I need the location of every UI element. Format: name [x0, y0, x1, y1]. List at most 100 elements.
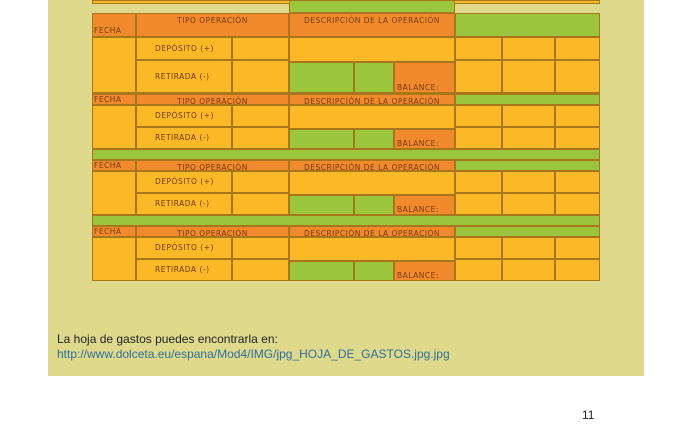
- block-4-retirada-amount: [232, 259, 289, 281]
- block-2-col-b-top: [502, 105, 555, 127]
- block-1-deposito-amount: [232, 37, 289, 60]
- block-3-deposito-cell: [136, 171, 232, 193]
- page-number: 11: [582, 408, 595, 422]
- block-3-date-cell: [92, 171, 136, 215]
- source-link[interactable]: http://www.dolceta.eu/espana/Mod4/IMG/jp…: [57, 347, 450, 361]
- block-4-descripcion-header: [289, 226, 455, 237]
- block-4-fecha-header: [92, 226, 136, 237]
- block-3-col-b-top: [502, 171, 555, 193]
- block-3-separator: [92, 215, 600, 226]
- block-3-green-b: [354, 195, 394, 215]
- block-3-retirada-label: RETIRADA (-): [155, 199, 210, 208]
- block-2-col-a-top: [455, 105, 502, 127]
- block-1-balance-cell: [394, 62, 455, 93]
- block-4-retirada-label: RETIRADA (-): [155, 265, 210, 274]
- block-2-fecha-header: [92, 94, 136, 105]
- block-3-descripcion-header: [289, 160, 455, 171]
- block-2-col-b-bottom: [502, 127, 555, 149]
- block-3-retirada-amount: [232, 193, 289, 215]
- block-1-col-a-bottom: [455, 60, 502, 93]
- block-4-green-a: [289, 261, 354, 281]
- block-4-fecha-label: FECHA: [94, 227, 122, 236]
- block-1-col-b-top: [502, 37, 555, 60]
- block-1-tipo-label: TIPO OPERACIÓN: [177, 16, 248, 25]
- block-2-descripcion-header: [289, 94, 455, 105]
- block-4-descripcion-label: DESCRIPCIÓN DE LA OPERACIÓN: [303, 229, 441, 238]
- block-1-col-c-top: [555, 37, 600, 60]
- block-3-fecha-label: FECHA: [94, 161, 122, 170]
- block-1-col-a-top: [455, 37, 502, 60]
- block-3-deposito-amount: [232, 171, 289, 193]
- block-4-deposito-label: DEPÓSITO (+): [155, 243, 214, 252]
- block-1-tipo-header: [136, 13, 289, 37]
- block-4-col-a-top: [455, 237, 502, 259]
- block-4-col-a-bottom: [455, 259, 502, 281]
- block-2-balance-cell: [394, 129, 455, 149]
- sheet-top-green: [289, 0, 455, 13]
- block-2-col-a-bottom: [455, 127, 502, 149]
- block-4-balance-cell: [394, 261, 455, 281]
- block-1-fecha-label: FECHA: [94, 26, 122, 35]
- block-4-balance-label: BALANCE:: [397, 271, 439, 280]
- block-2-date-cell: [92, 105, 136, 149]
- block-2-tipo-header: [136, 94, 289, 105]
- block-4-descripcion-cell: [289, 237, 455, 261]
- block-2-green-b: [354, 129, 394, 149]
- block-4-green-header: [455, 226, 600, 237]
- block-1-green-header: [455, 13, 600, 37]
- block-4-deposito-amount: [232, 237, 289, 259]
- block-2-deposito-amount: [232, 105, 289, 127]
- block-3-descripcion-label: DESCRIPCIÓN DE LA OPERACIÓN: [303, 163, 441, 172]
- block-3-green-a: [289, 195, 354, 215]
- block-3-tipo-label: TIPO OPERACIÓN: [177, 163, 248, 172]
- block-2-deposito-cell: [136, 105, 232, 127]
- block-2-descripcion-label: DESCRIPCIÓN DE LA OPERACIÓN: [303, 97, 441, 106]
- block-1-green-b: [354, 62, 394, 93]
- block-3-fecha-header: [92, 160, 136, 171]
- block-1-retirada-cell: [136, 60, 232, 93]
- block-1-descripcion-cell: [289, 37, 455, 62]
- block-4-date-cell: [92, 237, 136, 281]
- block-3-tipo-header: [136, 160, 289, 171]
- block-1-col-b-bottom: [502, 60, 555, 93]
- block-4-col-b-top: [502, 237, 555, 259]
- block-3-descripcion-cell: [289, 171, 455, 195]
- block-4-retirada-cell: [136, 259, 232, 281]
- block-3-retirada-cell: [136, 193, 232, 215]
- block-4-col-c-top: [555, 237, 600, 259]
- block-2-green-a: [289, 129, 354, 149]
- block-3-col-a-bottom: [455, 193, 502, 215]
- block-1-descripcion-header: [289, 13, 455, 37]
- block-3-green-header: [455, 160, 600, 171]
- block-2-tipo-label: TIPO OPERACIÓN: [177, 97, 248, 106]
- block-4-col-c-bottom: [555, 259, 600, 281]
- caption-text: La hoja de gastos puedes encontrarla en:: [57, 332, 278, 346]
- block-1-retirada-label: RETIRADA (-): [155, 71, 210, 81]
- block-3-col-c-bottom: [555, 193, 600, 215]
- block-2-balance-label: BALANCE:: [397, 139, 439, 148]
- block-1-retirada-amount: [232, 60, 289, 93]
- block-2-green-header: [455, 94, 600, 105]
- block-3-balance-label: BALANCE:: [397, 205, 439, 214]
- block-2-descripcion-cell: [289, 105, 455, 129]
- block-1-descripcion-label: DESCRIPCIÓN DE LA OPERACIÓN: [303, 16, 441, 25]
- block-4-deposito-cell: [136, 237, 232, 259]
- block-4-col-b-bottom: [502, 259, 555, 281]
- block-1-date-cell: [92, 37, 136, 93]
- block-2-col-c-bottom: [555, 127, 600, 149]
- block-2-retirada-amount: [232, 127, 289, 149]
- block-4-tipo-label: TIPO OPERACIÓN: [177, 229, 248, 238]
- block-2-retirada-label: RETIRADA (-): [155, 133, 210, 142]
- block-1-balance-label: BALANCE:: [397, 83, 439, 92]
- block-1-deposito-label: DEPÓSITO (+): [155, 43, 214, 53]
- block-3-col-c-top: [555, 171, 600, 193]
- block-2-separator: [92, 149, 600, 160]
- block-3-balance-cell: [394, 195, 455, 215]
- block-2-fecha-label: FECHA: [94, 95, 122, 104]
- block-1-col-c-bottom: [555, 60, 600, 93]
- block-4-tipo-header: [136, 226, 289, 237]
- block-2-deposito-label: DEPÓSITO (+): [155, 111, 214, 120]
- block-1-deposito-cell: [136, 37, 232, 60]
- block-1-fecha-header: [92, 13, 136, 37]
- block-3-col-a-top: [455, 171, 502, 193]
